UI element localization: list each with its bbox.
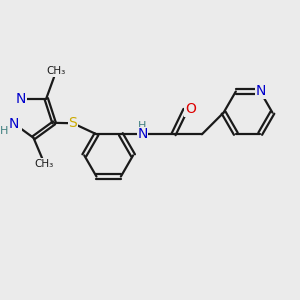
Text: H: H — [138, 121, 147, 130]
Text: N: N — [137, 127, 148, 141]
Text: H: H — [0, 127, 8, 136]
Text: S: S — [68, 116, 77, 130]
Text: CH₃: CH₃ — [34, 159, 53, 169]
Text: N: N — [9, 117, 19, 130]
Text: CH₃: CH₃ — [46, 67, 65, 76]
Text: N: N — [16, 92, 26, 106]
Text: O: O — [185, 102, 196, 116]
Text: N: N — [256, 85, 266, 98]
